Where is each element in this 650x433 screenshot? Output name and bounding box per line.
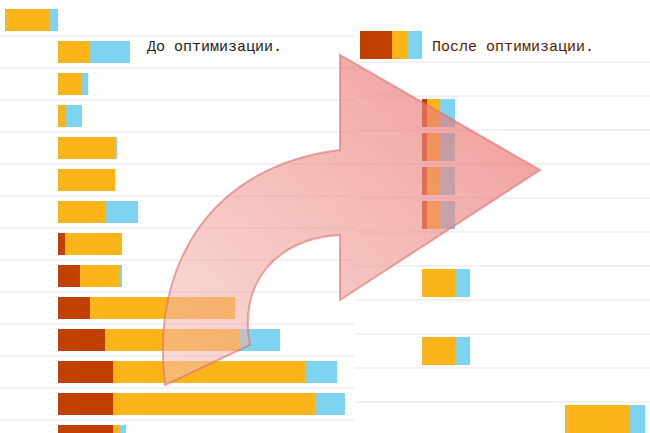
- svg-text:До оптимизации.: До оптимизации.: [147, 39, 282, 56]
- svg-text:После оптимизации.: После оптимизации.: [432, 39, 594, 56]
